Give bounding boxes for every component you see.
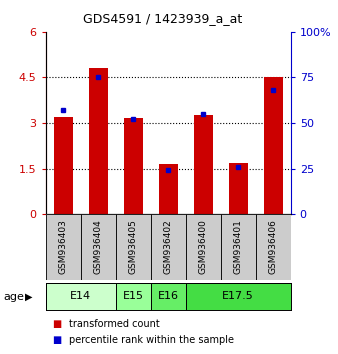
Bar — [151, 214, 186, 280]
Bar — [81, 214, 116, 280]
Text: transformed count: transformed count — [69, 319, 160, 329]
Bar — [123, 119, 143, 214]
Text: age: age — [3, 292, 24, 302]
Bar — [46, 283, 116, 310]
Bar — [264, 78, 283, 214]
Text: GSM936404: GSM936404 — [94, 219, 103, 274]
Bar — [194, 115, 213, 214]
Bar — [159, 164, 178, 214]
Bar — [116, 283, 151, 310]
Bar — [151, 283, 186, 310]
Bar — [53, 117, 73, 214]
Text: GDS4591 / 1423939_a_at: GDS4591 / 1423939_a_at — [82, 12, 242, 25]
Text: E14: E14 — [70, 291, 91, 302]
Text: GSM936402: GSM936402 — [164, 219, 173, 274]
Text: ■: ■ — [52, 335, 62, 345]
Bar — [186, 283, 291, 310]
Text: GSM936403: GSM936403 — [58, 219, 68, 274]
Text: ▶: ▶ — [25, 292, 33, 302]
Text: GSM936405: GSM936405 — [129, 219, 138, 274]
Bar — [186, 214, 221, 280]
Text: E15: E15 — [123, 291, 144, 302]
Text: GSM936406: GSM936406 — [269, 219, 278, 274]
Text: GSM936401: GSM936401 — [234, 219, 243, 274]
Text: E17.5: E17.5 — [222, 291, 254, 302]
Text: GSM936400: GSM936400 — [199, 219, 208, 274]
Bar — [228, 162, 248, 214]
Bar — [46, 214, 81, 280]
Bar — [116, 214, 151, 280]
Text: percentile rank within the sample: percentile rank within the sample — [69, 335, 234, 345]
Bar — [256, 214, 291, 280]
Text: E16: E16 — [158, 291, 179, 302]
Bar — [89, 68, 108, 214]
Text: ■: ■ — [52, 319, 62, 329]
Bar — [221, 214, 256, 280]
